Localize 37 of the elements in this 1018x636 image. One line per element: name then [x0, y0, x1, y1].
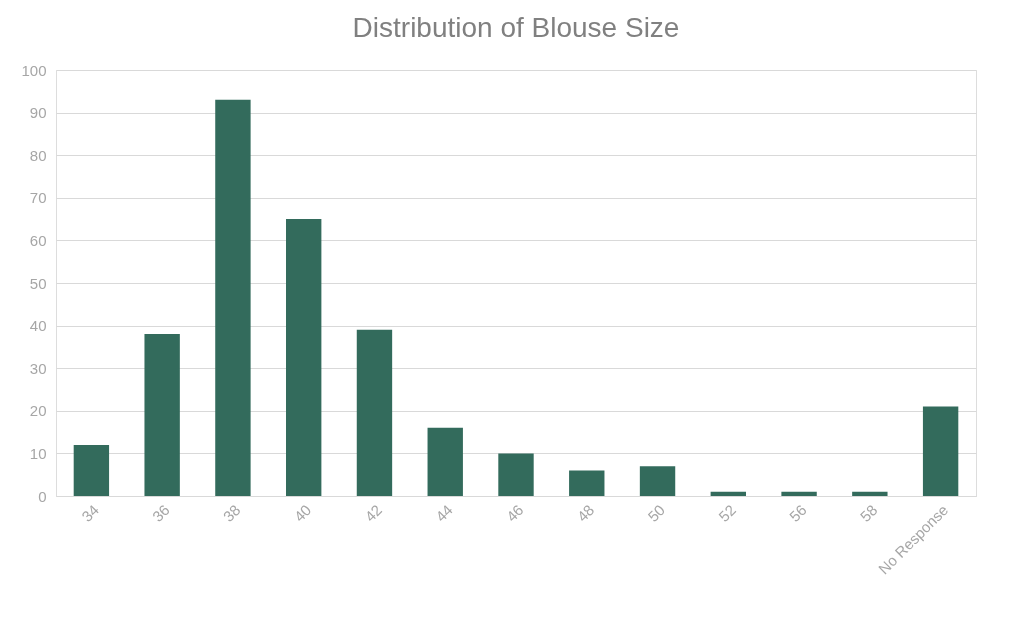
y-tick-label: 60	[29, 231, 47, 249]
bar	[73, 444, 110, 496]
y-tick-label: 30	[29, 359, 47, 377]
y-tick-label: 0	[38, 487, 47, 505]
y-tick-label: 20	[29, 402, 47, 420]
x-tick-label: 56	[785, 501, 810, 525]
x-tick-label: 40	[290, 501, 315, 525]
y-tick-label: 100	[21, 61, 47, 79]
chart-title: Distribution of Blouse Size	[352, 12, 680, 43]
bar	[922, 406, 959, 496]
x-tick-label: 50	[644, 501, 669, 525]
x-tick-label: 34	[78, 501, 102, 525]
y-tick-label: 10	[29, 444, 47, 462]
bar	[427, 427, 463, 496]
x-tick-label: 44	[432, 501, 456, 525]
bar	[569, 470, 605, 496]
bar	[710, 491, 746, 496]
x-tick-label: 58	[856, 501, 881, 525]
bar	[356, 329, 393, 496]
x-tick-label: 52	[715, 501, 739, 525]
x-tick-label: 36	[148, 501, 173, 525]
y-tick-label: 50	[29, 274, 47, 292]
y-tick-label: 80	[29, 146, 47, 164]
bar	[639, 466, 676, 496]
x-tick-label: 42	[361, 501, 386, 525]
bar	[215, 99, 251, 496]
bar	[852, 491, 888, 496]
bar	[286, 219, 322, 496]
y-tick-label: 90	[29, 104, 47, 122]
bar	[498, 453, 534, 496]
x-tick-label: 48	[573, 501, 598, 525]
y-tick-label: 70	[29, 189, 47, 207]
y-tick-label: 40	[29, 317, 47, 335]
x-tick-label: 46	[502, 501, 527, 525]
bar	[781, 491, 817, 496]
x-tick-label: 38	[219, 501, 244, 525]
bar	[144, 334, 180, 496]
